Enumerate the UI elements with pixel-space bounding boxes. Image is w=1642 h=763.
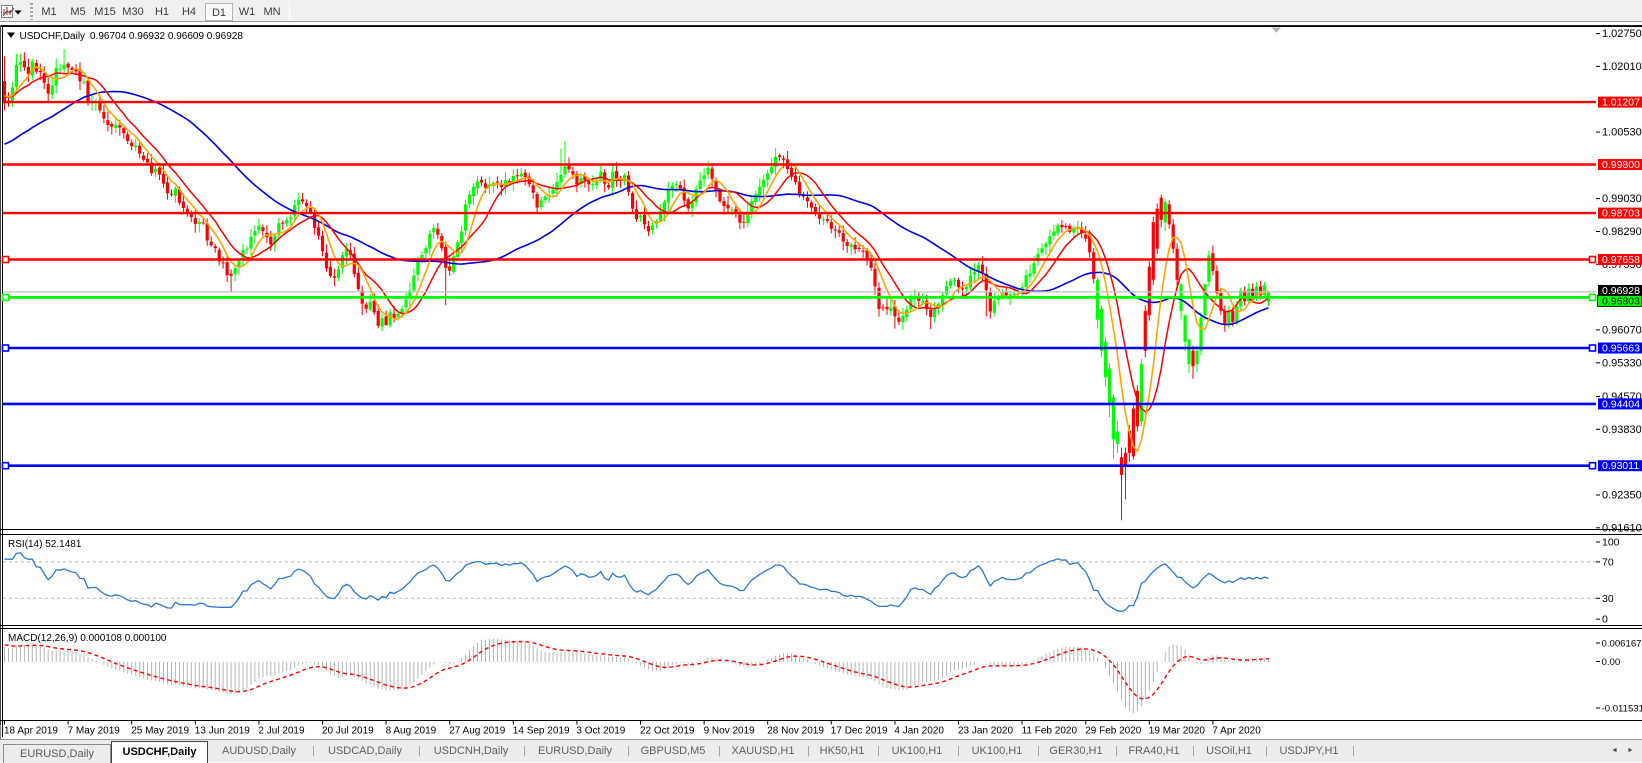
svg-text:0.96070: 0.96070 (1602, 324, 1642, 336)
svg-text:0.95663: 0.95663 (1602, 343, 1640, 355)
svg-text:0.94404: 0.94404 (1602, 398, 1640, 410)
svg-text:1.02750: 1.02750 (1602, 28, 1642, 40)
svg-text:RSI(14) 52.1481: RSI(14) 52.1481 (8, 539, 82, 550)
svg-text:100: 100 (1602, 537, 1620, 549)
svg-text:1.02010: 1.02010 (1602, 61, 1642, 73)
svg-text:28 Nov 2019: 28 Nov 2019 (767, 726, 824, 737)
svg-text:3 Oct 2019: 3 Oct 2019 (576, 726, 625, 737)
svg-text:0.99800: 0.99800 (1602, 159, 1640, 171)
svg-text:19 Mar 2020: 19 Mar 2020 (1149, 726, 1206, 737)
svg-text:30: 30 (1602, 593, 1614, 605)
svg-text:USDCHF,Daily: USDCHF,Daily (20, 31, 86, 42)
svg-text:23 Jan 2020: 23 Jan 2020 (958, 726, 1013, 737)
svg-text:0.93830: 0.93830 (1602, 424, 1642, 436)
svg-text:13 Jun 2019: 13 Jun 2019 (195, 726, 250, 737)
svg-text:0.97658: 0.97658 (1602, 254, 1640, 266)
svg-text:17 Dec 2019: 17 Dec 2019 (831, 726, 888, 737)
svg-text:8 Aug 2019: 8 Aug 2019 (386, 726, 437, 737)
svg-text:0.95330: 0.95330 (1602, 357, 1642, 369)
svg-text:7 Apr 2020: 7 Apr 2020 (1212, 726, 1261, 737)
svg-text:MACD(12,26,9) 0.000108 0.00010: MACD(12,26,9) 0.000108 0.000100 (8, 633, 167, 644)
svg-text:27 Aug 2019: 27 Aug 2019 (449, 726, 506, 737)
svg-text:0.96928: 0.96928 (1602, 285, 1640, 297)
svg-text:1.00530: 1.00530 (1602, 127, 1642, 139)
svg-text:4 Jan 2020: 4 Jan 2020 (894, 726, 944, 737)
svg-text:22 Oct 2019: 22 Oct 2019 (640, 726, 695, 737)
svg-text:0.92350: 0.92350 (1602, 490, 1642, 502)
svg-text:0.006167: 0.006167 (1602, 639, 1642, 650)
svg-text:0.93011: 0.93011 (1602, 460, 1639, 472)
svg-text:9 Nov 2019: 9 Nov 2019 (704, 726, 756, 737)
svg-text:7 May 2019: 7 May 2019 (68, 726, 121, 737)
svg-text:18 Apr 2019: 18 Apr 2019 (4, 726, 58, 737)
svg-text:11 Feb 2020: 11 Feb 2020 (1022, 726, 1078, 737)
svg-text:0.99030: 0.99030 (1602, 193, 1642, 205)
svg-text:1.01207: 1.01207 (1602, 97, 1640, 109)
svg-text:0.00: 0.00 (1602, 657, 1621, 668)
svg-text:2 Jul 2019: 2 Jul 2019 (258, 726, 305, 737)
svg-text:70: 70 (1602, 556, 1614, 568)
svg-text:29 Feb 2020: 29 Feb 2020 (1085, 726, 1142, 737)
svg-text:0.96803: 0.96803 (1602, 296, 1640, 308)
svg-text:20 Jul 2019: 20 Jul 2019 (322, 726, 374, 737)
svg-text:14 Sep 2019: 14 Sep 2019 (513, 726, 570, 737)
svg-text:25 May 2019: 25 May 2019 (131, 726, 189, 737)
svg-text:0.96704 0.96932 0.96609 0.9692: 0.96704 0.96932 0.96609 0.96928 (90, 31, 243, 42)
svg-text:0.98290: 0.98290 (1602, 226, 1642, 238)
svg-text:0.91610: 0.91610 (1602, 522, 1642, 534)
svg-text:0.98703: 0.98703 (1602, 208, 1640, 220)
svg-text:-0.011531: -0.011531 (1602, 704, 1642, 715)
svg-text:0: 0 (1602, 614, 1608, 626)
